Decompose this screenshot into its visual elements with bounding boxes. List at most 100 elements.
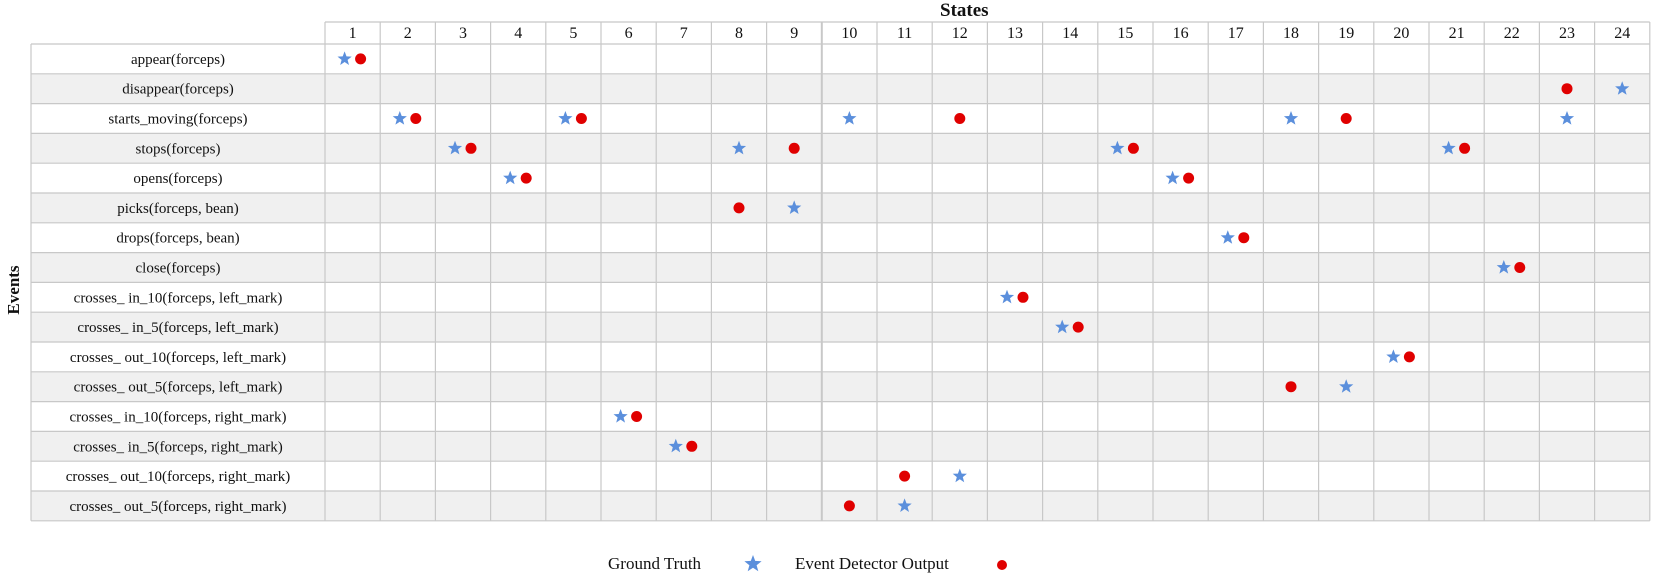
state-header: 14 bbox=[1062, 25, 1078, 42]
detector-dot bbox=[954, 113, 966, 124]
detector-dot bbox=[1127, 142, 1139, 154]
detector-dot bbox=[1285, 381, 1297, 393]
state-header: 18 bbox=[1283, 25, 1299, 42]
ground-truth-star bbox=[1496, 260, 1511, 274]
row-background bbox=[31, 371, 1650, 402]
state-header: 6 bbox=[625, 25, 633, 42]
ground-truth-star bbox=[897, 498, 912, 512]
row-background bbox=[31, 312, 1650, 342]
ground-truth-star bbox=[1615, 81, 1630, 95]
ground-truth-star bbox=[392, 111, 407, 125]
event-label: starts_moving(forceps) bbox=[108, 112, 247, 128]
state-header: 9 bbox=[790, 25, 798, 42]
state-header: 7 bbox=[680, 25, 688, 42]
event-label: crosses_ out_5(forceps, right_mark) bbox=[69, 499, 286, 515]
state-header: 20 bbox=[1393, 25, 1409, 42]
detector-dot bbox=[1561, 83, 1573, 95]
ground-truth-star bbox=[1220, 230, 1235, 244]
detector-dot bbox=[1459, 142, 1471, 154]
ground-truth-star bbox=[613, 409, 628, 423]
state-header: 10 bbox=[841, 25, 857, 42]
ground-truth-star bbox=[1559, 111, 1575, 125]
ground-truth-star bbox=[1110, 140, 1125, 155]
ground-truth-star bbox=[999, 289, 1015, 304]
row-background bbox=[31, 133, 1650, 164]
state-header: 3 bbox=[459, 25, 467, 42]
state-header: 24 bbox=[1614, 25, 1630, 42]
event-label: crosses_ in_10(forceps, right_mark) bbox=[69, 410, 286, 426]
detector-dot bbox=[410, 113, 422, 124]
event-label: crosses_ in_10(forceps, left_mark) bbox=[74, 290, 283, 306]
event-label: disappear(forceps) bbox=[122, 82, 234, 98]
state-header: 2 bbox=[404, 25, 412, 42]
event-label: crosses_ out_5(forceps, left_mark) bbox=[74, 380, 283, 396]
state-header: 11 bbox=[897, 25, 912, 42]
legend-dot-icon bbox=[997, 560, 1007, 570]
detector-dot bbox=[1340, 113, 1352, 124]
ground-truth-star bbox=[668, 438, 683, 453]
detector-dot bbox=[520, 172, 532, 184]
detector-dot bbox=[1403, 351, 1415, 363]
ground-truth-star bbox=[503, 170, 518, 185]
detector-dot bbox=[1238, 232, 1250, 244]
event-label: picks(forceps, bean) bbox=[117, 201, 239, 217]
ground-truth-star bbox=[1441, 140, 1456, 155]
states-title: States bbox=[940, 0, 989, 21]
state-header: 5 bbox=[569, 25, 577, 42]
detector-dot bbox=[843, 500, 855, 512]
detector-dot bbox=[686, 440, 698, 452]
detector-dot bbox=[1072, 321, 1084, 333]
state-header: 12 bbox=[952, 25, 968, 42]
row-background bbox=[31, 431, 1650, 462]
state-header: 4 bbox=[514, 25, 522, 42]
event-label: crosses_ in_5(forceps, left_mark) bbox=[77, 320, 278, 336]
ground-truth-star bbox=[447, 140, 463, 155]
ground-truth-star bbox=[1339, 379, 1354, 393]
state-header: 21 bbox=[1449, 25, 1465, 42]
detector-dot bbox=[1017, 291, 1029, 303]
row-background bbox=[31, 491, 1650, 521]
detector-dot bbox=[465, 142, 477, 154]
state-header: 16 bbox=[1173, 25, 1189, 42]
state-header: 22 bbox=[1504, 25, 1520, 42]
state-header: 1 bbox=[349, 25, 357, 42]
legend-ground-truth-label: Ground Truth bbox=[608, 554, 702, 573]
detector-dot bbox=[631, 411, 643, 422]
event-grid: 1 2 3 4 5 6 7 8 9 10 11 12 13 14 15 16 17 18 19 20 21 22 23 24a… bbox=[30, 21, 1651, 522]
event-label: drops(forceps, bean) bbox=[116, 231, 239, 247]
legend: Ground Truth Event Detector Output bbox=[0, 552, 1664, 578]
ground-truth-star bbox=[337, 51, 352, 65]
legend-detector-label: Event Detector Output bbox=[795, 554, 949, 573]
detector-dot bbox=[788, 142, 800, 154]
event-label: crosses_ out_10(forceps, left_mark) bbox=[70, 350, 286, 366]
row-background bbox=[31, 193, 1650, 223]
state-header: 13 bbox=[1007, 25, 1023, 42]
ground-truth-star bbox=[1165, 170, 1180, 185]
row-background bbox=[31, 73, 1650, 104]
event-label: appear(forceps) bbox=[131, 52, 225, 68]
detector-dot bbox=[733, 202, 745, 214]
detector-dot bbox=[899, 470, 911, 482]
ground-truth-star bbox=[952, 468, 967, 483]
row-background bbox=[31, 252, 1650, 283]
state-header: 17 bbox=[1228, 25, 1244, 42]
ground-truth-star bbox=[558, 111, 573, 125]
detector-dot bbox=[1514, 262, 1526, 273]
detector-dot bbox=[575, 113, 587, 124]
ground-truth-star bbox=[731, 140, 747, 155]
ground-truth-star bbox=[1283, 111, 1299, 125]
state-header: 8 bbox=[735, 25, 743, 42]
event-label: opens(forceps) bbox=[133, 171, 222, 187]
event-label: crosses_ in_5(forceps, right_mark) bbox=[73, 439, 283, 455]
ground-truth-star bbox=[842, 111, 857, 125]
state-header: 15 bbox=[1117, 25, 1133, 42]
state-header: 19 bbox=[1338, 25, 1354, 42]
legend-star-icon bbox=[744, 555, 762, 572]
ground-truth-star bbox=[787, 200, 802, 214]
ground-truth-star bbox=[1055, 319, 1070, 334]
detector-dot bbox=[355, 53, 367, 65]
event-label: crosses_ out_10(forceps, right_mark) bbox=[66, 469, 291, 485]
ground-truth-star bbox=[1386, 349, 1401, 363]
state-header: 23 bbox=[1559, 25, 1575, 42]
